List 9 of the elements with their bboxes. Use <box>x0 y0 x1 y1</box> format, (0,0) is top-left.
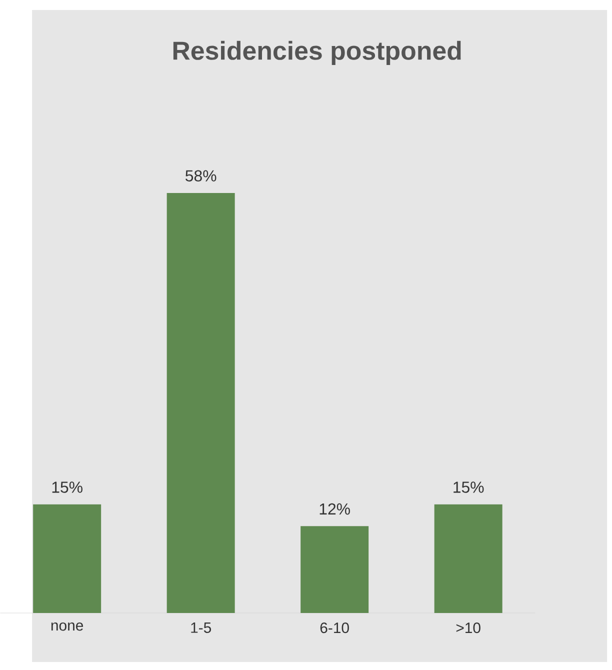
data-label: 58% <box>185 170 216 182</box>
x-tick-label: >10 <box>456 622 480 634</box>
data-label: 15% <box>454 482 484 493</box>
data-label: 12% <box>320 503 350 515</box>
chart-title: Residencies postponed <box>173 40 461 66</box>
x-tick-label: 1-5 <box>191 622 211 633</box>
x-tick-label: 6-10 <box>320 622 349 634</box>
x-tick-label: none <box>51 622 83 631</box>
data-label: 15% <box>52 482 82 493</box>
